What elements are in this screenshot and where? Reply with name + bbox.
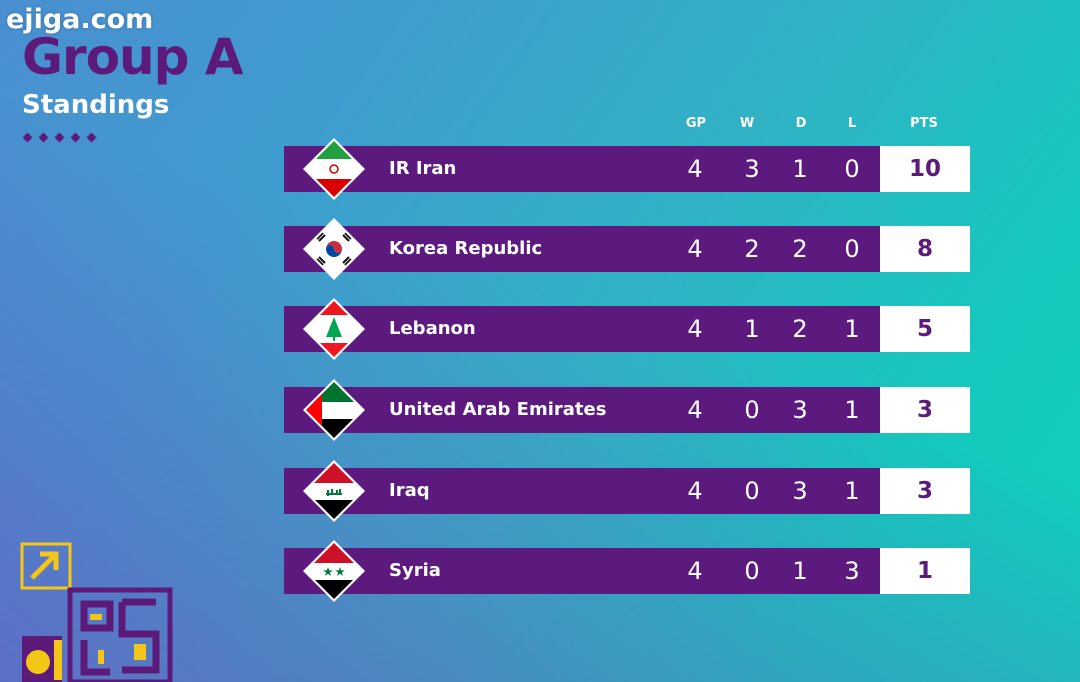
team-name: Lebanon	[389, 318, 476, 339]
stat-pts: 10	[880, 146, 970, 192]
page-subtitle: Standings	[22, 90, 170, 120]
syria-flag-icon	[303, 540, 365, 602]
stat-d: 1	[792, 557, 808, 585]
stat-gp: 4	[687, 396, 703, 424]
standings-row: United Arab Emirates 4 0 3 1 3	[284, 379, 970, 441]
team-name: United Arab Emirates	[389, 399, 607, 420]
page-title: Group A	[22, 28, 244, 86]
stat-d: 1	[792, 155, 808, 183]
row-bar	[284, 548, 880, 594]
stat-d: 2	[792, 315, 808, 343]
iran-flag-icon	[303, 138, 365, 200]
stat-d: 3	[792, 477, 808, 505]
lebanon-flag-icon	[303, 298, 365, 360]
standings-row: Korea Republic 4 2 2 0 8	[284, 218, 970, 280]
stat-gp: 4	[687, 315, 703, 343]
standings-row: Iraq 4 0 3 1 3	[284, 460, 970, 522]
stat-w: 0	[744, 557, 760, 585]
dot	[22, 132, 33, 143]
stat-w: 0	[744, 477, 760, 505]
stat-d: 2	[792, 235, 808, 263]
team-name: Iraq	[389, 480, 430, 501]
stat-pts: 1	[880, 548, 970, 594]
stat-gp: 4	[687, 235, 703, 263]
team-name: Syria	[389, 560, 441, 581]
row-bar	[284, 226, 880, 272]
stat-w: 3	[744, 155, 760, 183]
stat-l: 0	[844, 155, 860, 183]
stat-w: 0	[744, 396, 760, 424]
decorative-pattern-icon	[20, 542, 173, 682]
stat-w: 2	[744, 235, 760, 263]
watermark: ejiga.com	[6, 4, 154, 35]
uae-flag-icon	[303, 379, 365, 441]
stat-l: 1	[844, 477, 860, 505]
stat-pts: 8	[880, 226, 970, 272]
dot	[54, 132, 65, 143]
standings-row: IR Iran 4 3 1 0 10	[284, 138, 970, 200]
row-bar	[284, 146, 880, 192]
dot	[70, 132, 81, 143]
team-name: IR Iran	[389, 158, 457, 179]
stat-gp: 4	[687, 557, 703, 585]
stat-pts: 3	[880, 468, 970, 514]
row-bar	[284, 387, 880, 433]
standings-row: Lebanon 4 1 2 1 5	[284, 298, 970, 360]
korea-flag-icon	[303, 218, 365, 280]
iraq-flag-icon	[303, 460, 365, 522]
decorative-dots	[22, 132, 97, 143]
team-name: Korea Republic	[389, 238, 543, 259]
col-header-pts: PTS	[910, 116, 938, 131]
stat-l: 0	[844, 235, 860, 263]
row-bar	[284, 306, 880, 352]
dot	[38, 132, 49, 143]
stat-gp: 4	[687, 155, 703, 183]
col-header-l: L	[847, 116, 857, 131]
dot	[86, 132, 97, 143]
stat-l: 1	[844, 396, 860, 424]
stat-w: 1	[744, 315, 760, 343]
row-bar	[284, 468, 880, 514]
stat-gp: 4	[687, 477, 703, 505]
stat-pts: 5	[880, 306, 970, 352]
col-header-gp: GP	[685, 116, 707, 131]
stat-l: 1	[844, 315, 860, 343]
stat-l: 3	[844, 557, 860, 585]
stat-d: 3	[792, 396, 808, 424]
stat-pts: 3	[880, 387, 970, 433]
col-header-w: W	[739, 116, 755, 131]
col-header-d: D	[795, 116, 807, 131]
column-headers: GP W D L PTS	[0, 116, 1080, 134]
standings-row: Syria 4 0 1 3 1	[284, 540, 970, 602]
